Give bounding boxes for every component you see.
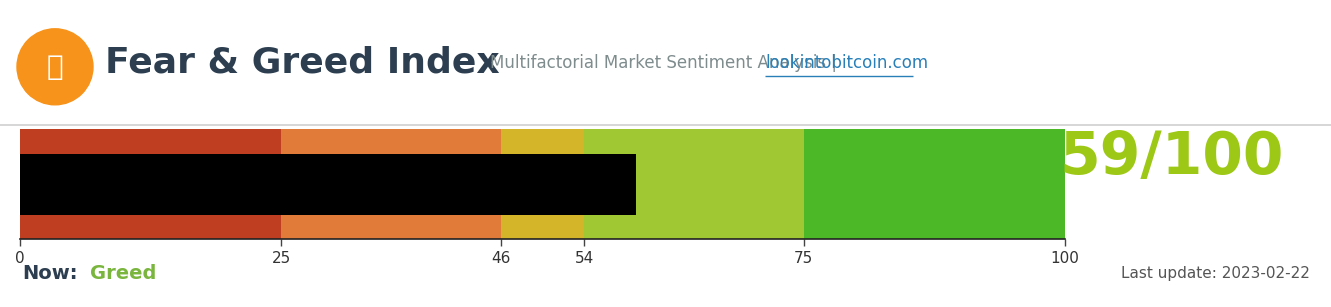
Text: 59/100: 59/100 bbox=[1059, 129, 1283, 186]
Circle shape bbox=[17, 29, 93, 105]
Bar bbox=[20, 154, 636, 215]
Text: Greed: Greed bbox=[91, 264, 156, 283]
Text: Last update: 2023-02-22: Last update: 2023-02-22 bbox=[1121, 266, 1310, 281]
Text: lookintobitcoin.com: lookintobitcoin.com bbox=[765, 54, 928, 72]
Bar bbox=[804, 129, 1065, 239]
Bar bbox=[281, 129, 500, 239]
Bar bbox=[20, 129, 281, 239]
Bar bbox=[500, 129, 584, 239]
Text: Multifactorial Market Sentiment Analysis |: Multifactorial Market Sentiment Analysis… bbox=[490, 54, 843, 72]
Text: Fear & Greed Index: Fear & Greed Index bbox=[105, 46, 499, 80]
Bar bbox=[584, 129, 804, 239]
Text: ₿: ₿ bbox=[47, 53, 64, 81]
Text: Now:: Now: bbox=[23, 264, 77, 283]
